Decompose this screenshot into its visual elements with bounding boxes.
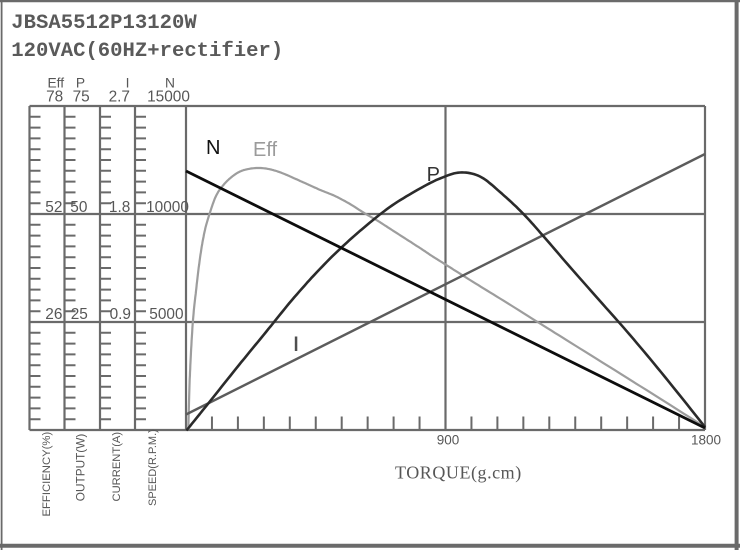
svg-text:TORQUE(g.cm): TORQUE(g.cm) <box>395 463 522 484</box>
svg-text:P: P <box>76 76 85 91</box>
svg-text:Eff: Eff <box>253 139 278 161</box>
svg-text:52: 52 <box>45 199 62 216</box>
svg-text:75: 75 <box>73 89 90 106</box>
svg-text:2.7: 2.7 <box>109 89 130 106</box>
svg-text:1.8: 1.8 <box>109 199 130 216</box>
svg-text:25: 25 <box>71 306 88 323</box>
svg-text:SPEED(R.P.M.): SPEED(R.P.M.) <box>147 429 159 506</box>
svg-text:900: 900 <box>437 433 460 448</box>
svg-text:I: I <box>126 76 130 91</box>
svg-text:10000: 10000 <box>146 199 189 216</box>
svg-text:JBSA5512P13120W: JBSA5512P13120W <box>11 12 197 35</box>
svg-text:78: 78 <box>46 89 63 106</box>
svg-text:50: 50 <box>70 199 87 216</box>
svg-text:N: N <box>165 76 175 91</box>
svg-text:OUTPUT(W): OUTPUT(W) <box>74 434 88 502</box>
svg-text:N: N <box>206 137 220 159</box>
svg-text:120VAC(60HZ+rectifier): 120VAC(60HZ+rectifier) <box>11 40 283 63</box>
svg-text:CURRENT(A): CURRENT(A) <box>111 432 123 502</box>
svg-text:0.9: 0.9 <box>110 306 131 323</box>
svg-text:P: P <box>427 164 440 186</box>
svg-text:5000: 5000 <box>149 306 183 323</box>
svg-text:26: 26 <box>45 306 62 323</box>
svg-text:EFFICIENCY(%): EFFICIENCY(%) <box>41 432 53 517</box>
svg-text:Eff: Eff <box>47 76 64 91</box>
svg-text:1800: 1800 <box>691 433 721 448</box>
svg-text:15000: 15000 <box>147 89 190 106</box>
